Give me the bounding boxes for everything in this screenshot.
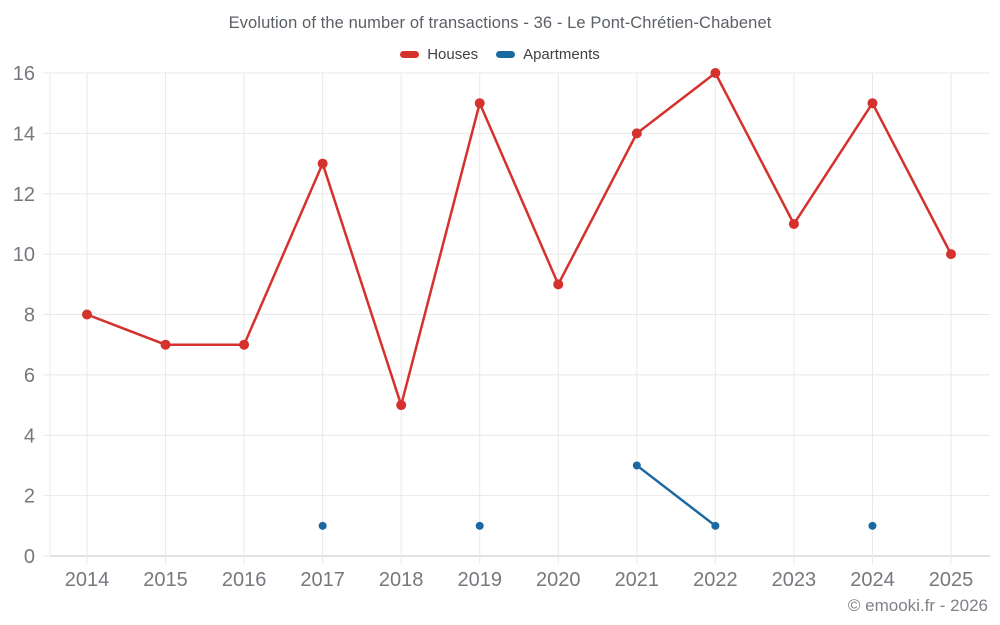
y-axis-tick-label: 0 [24,546,35,568]
legend-swatch-houses [400,51,420,58]
x-axis-tick-label: 2019 [457,569,502,591]
houses-point-2024[interactable] [867,98,878,109]
houses-point-2018[interactable] [396,400,407,411]
x-axis-tick-label: 2022 [693,569,738,591]
y-axis-tick-label: 4 [24,425,35,447]
houses-point-2017[interactable] [317,158,328,169]
copyright-text: © emooki.fr - 2026 [847,596,988,615]
legend-item-houses[interactable]: Houses [400,46,478,63]
y-axis-tick-label: 10 [13,244,35,266]
legend-swatch-apartments [496,51,516,58]
chart-title: Evolution of the number of transactions … [228,14,772,32]
houses-line [85,71,953,407]
houses-point-2022[interactable] [710,68,721,78]
apartments-point-2021[interactable] [632,461,641,470]
x-axis-tick-label: 2018 [379,569,424,591]
apartments-line [635,464,717,528]
x-axis-tick-label: 2015 [143,569,188,591]
y-axis-tick-label: 16 [13,63,35,85]
x-axis-tick-label: 2024 [850,569,895,591]
apartments-point-2019[interactable] [475,521,484,530]
x-axis-tick-label: 2023 [772,569,817,591]
apartments-point-2017[interactable] [318,521,327,530]
houses-point-2015[interactable] [160,339,171,350]
y-axis-tick-label: 8 [24,305,35,327]
x-axis-tick-label: 2016 [222,569,267,591]
apartments-point-2022[interactable] [711,521,720,530]
houses-point-2023[interactable] [788,218,799,229]
apartments-point-2024[interactable] [868,521,877,530]
houses-point-2019[interactable] [474,98,485,109]
y-axis-tick-label: 2 [24,486,35,508]
legend-label: Houses [427,46,479,63]
legend-label: Apartments [523,46,600,63]
y-axis-tick-label: 6 [24,365,35,387]
x-axis-tick-label: 2021 [615,569,660,591]
houses-point-2014[interactable] [82,309,92,320]
x-axis-tick-label: 2020 [536,569,581,591]
y-axis-tick-label: 12 [13,184,35,206]
houses-point-2021[interactable] [631,128,642,139]
houses-point-2025[interactable] [946,249,956,260]
houses-point-2016[interactable] [239,339,250,350]
x-axis-tick-label: 2014 [65,569,110,591]
x-axis-tick-label: 2025 [929,569,974,591]
legend: Houses Apartments [0,46,1000,63]
x-axis-tick-label: 2017 [300,569,345,591]
houses-point-2020[interactable] [553,279,564,290]
y-axis-tick-label: 14 [13,123,35,145]
legend-item-apartments[interactable]: Apartments [496,46,600,63]
